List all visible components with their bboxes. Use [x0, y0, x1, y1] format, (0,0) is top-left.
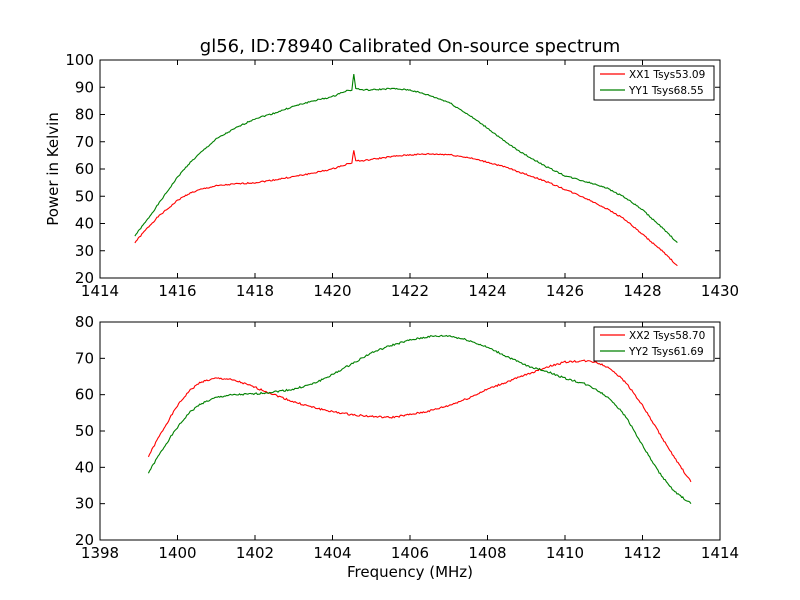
y-tick-label: 20 — [75, 269, 94, 287]
x-tick-label: 1400 — [158, 544, 196, 562]
x-tick-label: 1410 — [546, 544, 584, 562]
x-tick-label: 1408 — [468, 544, 506, 562]
legend-label-xx2: XX2 Tsys58.70 — [629, 330, 705, 342]
top-chart: gl56, ID:78940 Calibrated On-source spec… — [44, 36, 739, 300]
series-line-xx2-tsys58-70 — [147, 359, 692, 483]
y-tick-label: 70 — [75, 133, 94, 151]
legend: XX2 Tsys58.70 YY2 Tsys61.69 — [593, 326, 715, 362]
tick-group: 1398 1400 1402 1404 1406 1408 1410 1412 1414 20 30… — [75, 313, 739, 562]
chart-title: gl56, ID:78940 Calibrated On-source spec… — [200, 36, 620, 57]
legend-box — [593, 65, 715, 101]
plot-frame — [99, 321, 721, 541]
x-tick-label: 1414 — [701, 544, 739, 562]
y-tick-label: 30 — [75, 242, 94, 260]
series-line-yy2-tsys61-69 — [147, 334, 692, 504]
legend-box — [593, 326, 715, 362]
x-tick-label: 1414 — [81, 282, 119, 300]
x-tick-label: 1420 — [313, 282, 351, 300]
y-tick-label: 40 — [75, 458, 94, 476]
x-tick-label: 1428 — [623, 282, 661, 300]
series-line-xx1-tsys53-09 — [134, 150, 678, 267]
x-tick-label: 1398 — [81, 544, 119, 562]
legend: XX1 Tsys53.09 YY1 Tsys68.55 — [593, 65, 715, 101]
y-tick-label: 70 — [75, 349, 94, 367]
x-tick-label: 1406 — [391, 544, 429, 562]
y-tick-label: 100 — [65, 51, 94, 69]
x-tick-label: 1424 — [468, 282, 506, 300]
legend-label-yy2: YY2 Tsys61.69 — [628, 346, 704, 358]
legend-label-xx1: XX1 Tsys53.09 — [629, 69, 705, 81]
legend-label-yy1: YY1 Tsys68.55 — [628, 85, 704, 97]
x-tick-label: 1404 — [313, 544, 351, 562]
y-tick-label: 50 — [75, 422, 94, 440]
x-tick-label: 1418 — [236, 282, 274, 300]
x-tick-label: 1412 — [623, 544, 661, 562]
bottom-chart: Frequency (MHz) 1398 1400 1402 1404 1406 1408… — [75, 313, 739, 581]
y-tick-label: 60 — [75, 386, 94, 404]
y-tick-label: 50 — [75, 187, 94, 205]
y-tick-label: 40 — [75, 215, 94, 233]
y-axis-label: Power in Kelvin — [44, 112, 62, 226]
x-tick-label: 1402 — [236, 544, 274, 562]
x-tick-label: 1430 — [701, 282, 739, 300]
y-tick-label: 60 — [75, 160, 94, 178]
x-axis-label: Frequency (MHz) — [347, 563, 473, 581]
y-tick-label: 20 — [75, 531, 94, 549]
y-tick-label: 80 — [75, 106, 94, 124]
x-tick-label: 1426 — [546, 282, 584, 300]
y-tick-label: 90 — [75, 78, 94, 96]
series-lines — [134, 73, 678, 267]
plot-frame — [99, 59, 721, 279]
x-tick-label: 1422 — [391, 282, 429, 300]
series-lines — [147, 334, 692, 504]
tick-group: 1414 1416 1418 1420 1422 1424 1426 1428 1430 20 30… — [65, 51, 739, 300]
y-tick-label: 80 — [75, 313, 94, 331]
x-tick-label: 1416 — [158, 282, 196, 300]
y-tick-label: 30 — [75, 495, 94, 513]
series-line-yy1-tsys68-55 — [134, 73, 678, 243]
